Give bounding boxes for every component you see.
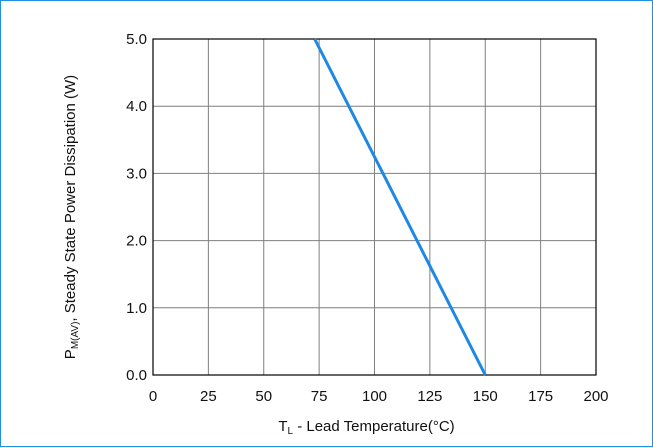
x-tick-label: 175 — [528, 388, 553, 405]
y-tick-label: 3.0 — [126, 165, 147, 182]
plot-border — [152, 38, 597, 376]
x-tick-label: 200 — [583, 388, 608, 405]
y-axis-label: PM(AV), Steady State Power Dissipation (… — [62, 75, 81, 359]
x-tick-label: 150 — [473, 388, 498, 405]
x-tick-label: 0 — [149, 388, 157, 405]
x-tick-labels: 0 25 50 75 100 125 150 175 200 — [149, 388, 609, 405]
y-tick-label: 2.0 — [126, 233, 147, 250]
y-tick-label: 0.0 — [126, 367, 147, 384]
grid-lines — [152, 38, 597, 376]
x-axis-label-main: T — [278, 418, 287, 435]
y-tick-label: 1.0 — [126, 300, 147, 317]
x-tick-label: 25 — [200, 388, 217, 405]
y-tick-label: 5.0 — [126, 31, 147, 48]
series-line-0 — [313, 38, 487, 376]
x-tick-label: 75 — [311, 388, 328, 405]
y-axis-label-rest: , Steady State Power Dissipation (W) — [62, 75, 79, 322]
series-layer — [313, 38, 487, 376]
x-tick-label: 50 — [255, 388, 272, 405]
y-axis-label-main: P — [62, 349, 79, 359]
y-tick-label: 4.0 — [126, 98, 147, 115]
x-tick-label: 100 — [362, 388, 387, 405]
x-tick-label: 125 — [417, 388, 442, 405]
y-axis-label-subscript: M(AV) — [70, 322, 81, 350]
x-axis-label: TL - Lead Temperature(°C) — [278, 418, 454, 437]
x-axis-label-subscript: L — [287, 426, 293, 437]
x-axis-label-rest: - Lead Temperature(°C) — [293, 418, 455, 435]
y-tick-labels: 0.0 1.0 2.0 3.0 4.0 5.0 — [126, 31, 147, 384]
